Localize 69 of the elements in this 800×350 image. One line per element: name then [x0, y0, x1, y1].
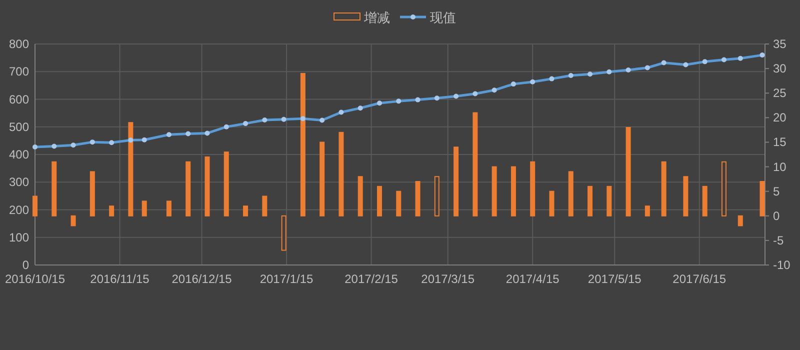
- bar: [186, 161, 191, 216]
- bar: [243, 206, 248, 216]
- bar: [90, 171, 95, 216]
- bar: [262, 196, 268, 216]
- bar: [128, 122, 134, 216]
- bar: [358, 176, 363, 216]
- bar: [760, 181, 765, 216]
- bar: [300, 72, 306, 216]
- x-tick-label: 2016/12/15: [172, 272, 232, 286]
- y2-tick-label: 5: [773, 184, 780, 198]
- x-tick-label: 2016/10/15: [4, 272, 66, 286]
- x-tick-label: 2016/11/15: [90, 272, 150, 286]
- y2-tick-label: 30: [773, 62, 787, 76]
- bar: [661, 161, 666, 216]
- bar: [32, 196, 38, 216]
- x-tick-label: 2017/6/15: [672, 272, 726, 286]
- bar: [530, 161, 536, 216]
- y2-tick-label: 35: [773, 37, 787, 51]
- bar: [396, 190, 402, 216]
- y-tick-label: 300: [8, 175, 30, 190]
- bar: [109, 206, 114, 216]
- bar: [434, 176, 440, 216]
- bar: [338, 132, 344, 216]
- bar: [588, 186, 593, 216]
- bar: [644, 206, 650, 216]
- x-tick-label: 2017/1/15: [260, 272, 314, 286]
- y-tick-label: 500: [8, 120, 30, 134]
- x-tick-label: 2017/4/15: [506, 272, 560, 286]
- bar: [70, 215, 76, 226]
- x-tick-label: 2017/2/15: [344, 272, 398, 286]
- bar: [549, 190, 554, 216]
- bar: [52, 161, 57, 216]
- legend-label: 现值: [430, 10, 456, 25]
- bar: [142, 200, 147, 216]
- bar: [510, 166, 516, 216]
- bar: [281, 215, 286, 251]
- y2-tick-label: -5: [773, 233, 784, 248]
- bar: [492, 166, 497, 216]
- bar: [721, 161, 726, 216]
- bar: [472, 112, 478, 216]
- y-tick-label: 400: [8, 148, 30, 162]
- bar: [166, 200, 172, 216]
- y-tick-label: 0: [22, 258, 30, 272]
- bar: [415, 181, 420, 216]
- y-tick-label: 200: [8, 202, 30, 217]
- y2-tick-label: 10: [773, 160, 787, 174]
- y-tick-label: 700: [8, 64, 30, 79]
- bar: [376, 186, 382, 216]
- bar: [702, 186, 708, 216]
- y2-tick-label: -10: [773, 258, 791, 272]
- y2-tick-label: 15: [773, 135, 787, 150]
- x-tick-label: 2017/5/15: [588, 272, 642, 286]
- y-tick-label: 600: [8, 92, 30, 106]
- bar: [738, 215, 743, 226]
- y-tick-label: 800: [8, 37, 30, 51]
- bar: [606, 186, 612, 216]
- bar: [568, 171, 574, 216]
- y2-tick-label: 20: [773, 110, 787, 125]
- bar: [224, 152, 229, 216]
- y2-tick-label: 0: [773, 208, 780, 223]
- bar: [626, 126, 631, 216]
- y2-tick-label: 25: [773, 86, 787, 100]
- bar: [204, 156, 210, 216]
- bar: [683, 176, 688, 216]
- bar: [320, 142, 325, 216]
- x-tick-label: 2017/3/15: [421, 272, 475, 286]
- y-tick-label: 100: [8, 230, 30, 244]
- legend-label: 增减: [363, 10, 390, 25]
- bar: [454, 146, 459, 216]
